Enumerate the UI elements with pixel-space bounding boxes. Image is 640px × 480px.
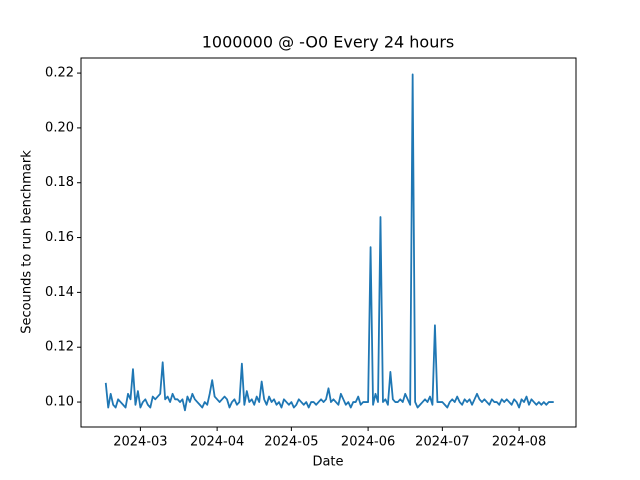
y-tick-label: 0.16 (45, 230, 74, 245)
x-tick-label: 2024-08 (492, 435, 546, 450)
chart-title: 1000000 @ -O0 Every 24 hours (202, 33, 455, 52)
y-tick-label: 0.18 (45, 175, 74, 190)
y-tick-label: 0.14 (45, 285, 74, 300)
data-line (104, 73, 554, 412)
x-axis-label: Date (312, 455, 343, 470)
x-tick-label: 2024-06 (341, 435, 395, 450)
y-axis-label: Secounds to run benchmark (20, 150, 35, 334)
y-tick-label: 0.20 (45, 120, 74, 135)
y-tick-label: 0.22 (45, 66, 74, 81)
x-tick-label: 2024-03 (113, 435, 167, 450)
y-tick-label: 0.10 (45, 395, 74, 410)
y-tick-label: 0.12 (45, 340, 74, 355)
axes-frame (80, 57, 577, 428)
x-tick-label: 2024-05 (264, 435, 318, 450)
x-tick-label: 2024-04 (190, 435, 244, 450)
x-tick-label: 2024-07 (415, 435, 469, 450)
